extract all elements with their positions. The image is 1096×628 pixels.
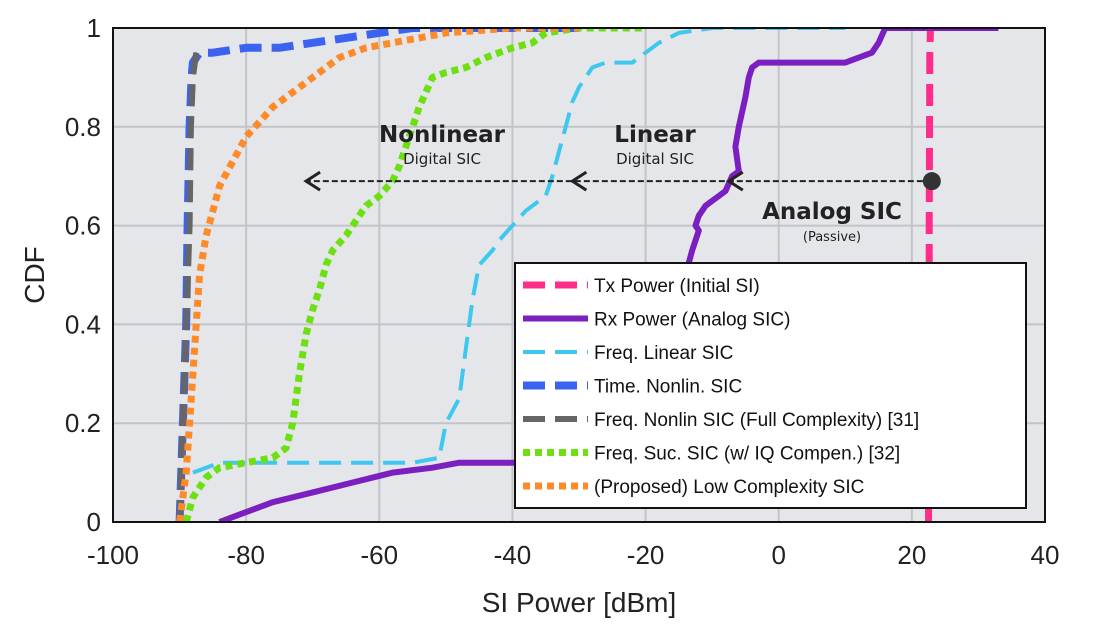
annotation-nonlinear-title: Nonlinear	[379, 122, 506, 148]
y-tick-label: 1	[87, 13, 101, 43]
x-tick-label: 20	[897, 540, 926, 570]
y-tick-label: 0.4	[65, 309, 101, 339]
arrow-head	[569, 170, 588, 192]
x-tick-label: 40	[1031, 540, 1060, 570]
y-tick-label: 0	[87, 507, 101, 537]
annotation-nonlinear-sub: Digital SIC	[403, 150, 481, 168]
annotation-linear-title: Linear	[614, 122, 696, 148]
y-tick-label: 0.8	[65, 112, 101, 142]
arrow-head	[726, 170, 744, 192]
y-tick-label: 0.6	[65, 211, 101, 241]
series-line-5	[182, 28, 646, 522]
legend-label: Time. Nonlin. SIC	[594, 377, 742, 398]
plot-frame	[112, 27, 1046, 523]
arrow-head	[303, 170, 321, 192]
legend-label: Freq. Suc. SIC (w/ IQ Compen.) [32]	[594, 444, 900, 465]
legend-label: Rx Power (Analog SIC)	[594, 310, 790, 331]
sic-arrow	[303, 170, 941, 192]
legend-label: Freq. Nonlin SIC (Full Complexity) [31]	[594, 410, 919, 431]
legend-box	[514, 262, 1027, 509]
x-tick-label: -40	[494, 540, 532, 570]
x-axis-title: SI Power [dBm]	[482, 587, 677, 618]
legend-label: Tx Power (Initial SI)	[594, 276, 760, 297]
series-line-1	[218, 28, 999, 522]
series-line-2	[192, 28, 846, 475]
legend-label: Freq. Linear SIC	[594, 343, 733, 364]
arrow-origin-dot	[922, 172, 941, 191]
annotation-linear-sub: Digital SIC	[616, 150, 694, 168]
y-tick-label: 0.2	[65, 408, 101, 438]
axis-ticks: -100 -80 -60 -40 -20 0 20 40 0 0.2 0.4 0.6 0.8 1	[65, 13, 1060, 570]
annotation-analog-sub: (Passive)	[803, 230, 861, 245]
legend: Tx Power (Initial SI) Rx Power (Analog SI…	[514, 262, 1027, 509]
series-line-4	[176, 52, 200, 522]
legend-label: (Proposed) Low Complexity SIC	[594, 477, 864, 498]
x-tick-label: 0	[771, 540, 785, 570]
y-axis-title: CDF	[19, 246, 50, 304]
x-tick-label: -60	[360, 540, 398, 570]
series-line-6	[176, 28, 579, 522]
x-tick-label: -20	[627, 540, 665, 570]
series-line-3	[175, 28, 579, 522]
x-tick-label: -100	[87, 540, 139, 570]
x-tick-label: -80	[227, 540, 265, 570]
annotation-analog-title: Analog SIC	[762, 199, 902, 225]
